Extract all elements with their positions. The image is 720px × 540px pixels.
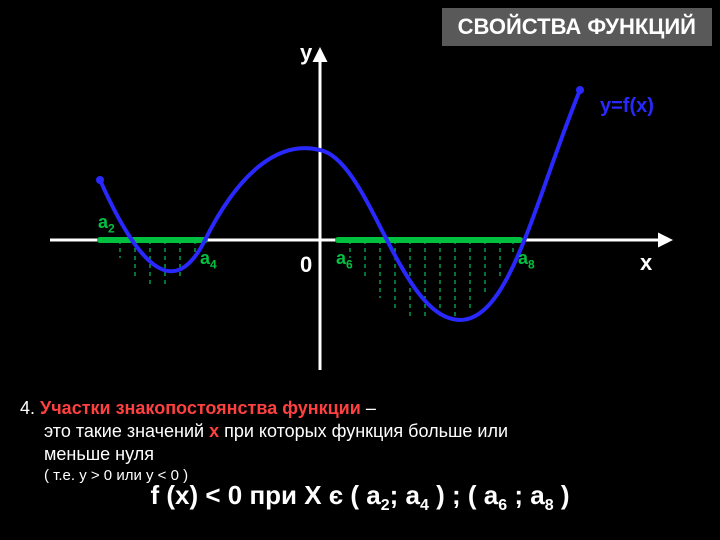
description-line-2: это такие значений х при которых функция…	[20, 421, 700, 442]
graph-svg	[40, 40, 680, 380]
origin-label: 0	[300, 252, 312, 278]
dash: –	[361, 398, 376, 418]
formula: f (x) < 0 при Х є ( а2; а4 ) ; ( а6 ; а8…	[0, 480, 720, 515]
y-axis-label: у	[300, 40, 312, 66]
function-label: y=f(x)	[600, 95, 654, 118]
item-title: Участки знакопостоянства функции	[40, 398, 361, 418]
axis-point-label: а6	[336, 248, 353, 272]
description-line-3: меньше нуля	[20, 444, 700, 465]
axis-point-label: а8	[518, 248, 535, 272]
axis-point-label: а4	[200, 248, 217, 272]
x-axis-label: х	[640, 250, 652, 276]
axis-point-label: а2	[98, 212, 115, 236]
description-block: 4. Участки знакопостоянства функции – эт…	[20, 398, 700, 484]
item-number: 4.	[20, 398, 35, 418]
graph-container: у х 0 y=f(x) а2 а4 а6 а8	[40, 40, 680, 380]
